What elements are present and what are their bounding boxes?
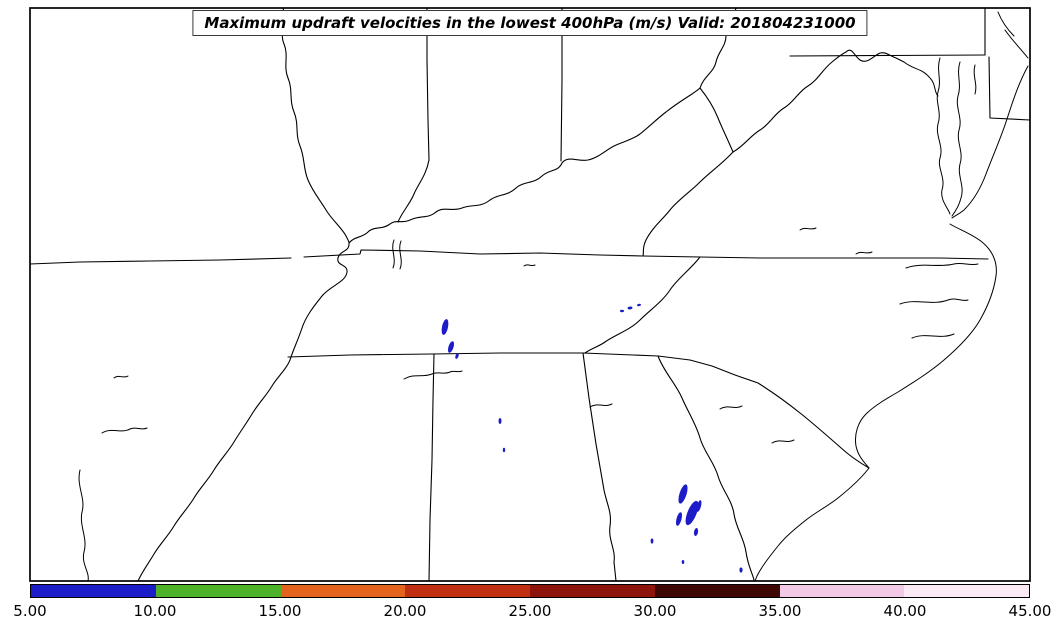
updraft-cell: [685, 500, 699, 526]
kentucky-lake: [392, 239, 395, 269]
atlantic-coast-delmarva: [951, 65, 1029, 219]
lake-marion: [719, 405, 743, 410]
map-frame: [29, 7, 1031, 582]
albemarle-sound: [905, 262, 979, 269]
neuse-river-estuary: [911, 333, 955, 339]
tennessee-river-alabama: [403, 370, 463, 380]
updraft-cell: [441, 319, 449, 335]
delaware-bay: [997, 11, 1029, 59]
updraft-cell: [627, 306, 633, 310]
updraft-cell: [650, 538, 654, 544]
kentucky-tennessee-virginia-northcarolina-border: [303, 249, 989, 260]
chesapeake-bay-east-shore: [951, 61, 963, 217]
updraft-cell: [502, 447, 506, 453]
updraft-cell: [693, 528, 699, 536]
chesapeake-bay-west-shore: [936, 57, 951, 215]
updraft-cell: [620, 309, 624, 313]
updraft-cell: [455, 353, 459, 359]
missouri-arkansas-border: [29, 257, 292, 265]
pamlico-sound: [899, 298, 969, 305]
kentucky-westvirginia-border: [699, 87, 734, 153]
lake-sinclair-georgia: [589, 403, 613, 408]
arkansas-river: [101, 427, 148, 434]
ohio-river-kentucky-border: [348, 87, 701, 244]
colorbar-segment-5-10: [31, 585, 156, 597]
mississippi-river-border: [137, 7, 350, 582]
northcarolina-southcarolina-border: [657, 355, 870, 469]
mason-dixon-line: [789, 54, 986, 57]
colorbar-segment-10-15: [155, 585, 281, 597]
plot-title: Maximum updraft velocities in the lowest…: [192, 10, 868, 36]
colorbar-tick-label: 35.00: [758, 602, 802, 620]
colorbar-tick-label: 30.00: [633, 602, 677, 620]
updraft-cell: [739, 567, 743, 573]
updraft-cell: [637, 303, 641, 307]
kerr-lake: [855, 251, 873, 255]
updraft-cells-layer: [441, 303, 743, 573]
illinois-indiana-border-wabash: [397, 7, 430, 223]
delmarva-river-squiggle: [973, 64, 977, 95]
colorbar-tick-label: 10.00: [133, 602, 177, 620]
colorbar-segment-15-20: [280, 585, 406, 597]
ouachita-river: [78, 469, 89, 582]
lake-moultrie: [771, 439, 795, 444]
colorbar-segment-40-45: [904, 585, 1029, 597]
maryland-delaware-border: [988, 56, 1031, 121]
colorbar-tick-label: 40.00: [883, 602, 927, 620]
atlantic-coast-northcarolina: [855, 223, 997, 469]
updraft-cell: [678, 484, 688, 504]
lake-barkley: [399, 240, 402, 270]
updraft-cell: [675, 512, 683, 526]
colorbar-tick-label: 20.00: [383, 602, 427, 620]
colorbar-tick-label: 45.00: [1008, 602, 1052, 620]
updraft-cell: [681, 560, 685, 564]
tennessee-southern-border: [287, 352, 659, 358]
colorbar-segment-20-25: [405, 585, 530, 597]
colorbar-segment-35-40: [779, 585, 905, 597]
lake-cumberland: [523, 264, 536, 267]
colorbar-tick-label: 5.00: [13, 602, 47, 620]
colorbar-tick-labels: 5.00 10.00 15.00 20.00 25.00 30.00 35.00 40.00 4…: [0, 602, 1060, 624]
colorbar-segment-25-30: [530, 585, 655, 597]
colorbar-segment-30-35: [654, 585, 780, 597]
atlantic-coast-southcarolina-georgia: [754, 467, 870, 582]
alabama-georgia-border: [582, 352, 617, 582]
updraft-cell: [498, 418, 502, 424]
updraft-cell: [447, 341, 455, 353]
virginia-westvirginia-border: [732, 49, 905, 153]
st-francis-river: [113, 375, 129, 379]
updraft-cell: [696, 500, 702, 512]
colorbar-tick-label: 15.00: [258, 602, 302, 620]
mississippi-alabama-border: [428, 353, 435, 582]
potomac-river: [903, 61, 939, 97]
virginia-kentucky-border: [642, 151, 734, 257]
georgia-southcarolina-savannah-river: [657, 355, 755, 581]
colorbar: [30, 584, 1030, 598]
colorbar-tick-label: 25.00: [508, 602, 552, 620]
tennessee-northcarolina-border: [584, 256, 701, 354]
smith-mountain-lake: [799, 227, 817, 231]
